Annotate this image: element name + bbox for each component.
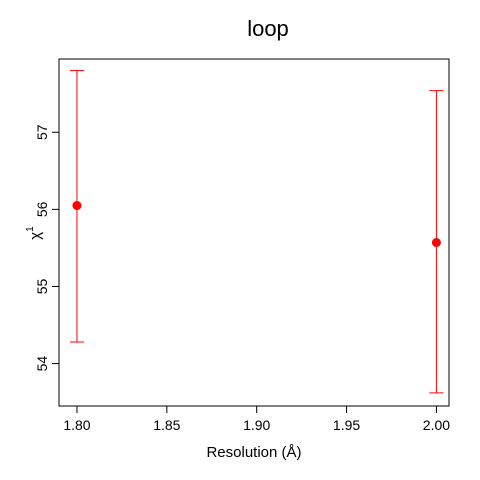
data-marks bbox=[69, 70, 444, 394]
plot-frame bbox=[58, 58, 450, 407]
y-axis-label-superscript: 1 bbox=[25, 226, 36, 232]
data-point bbox=[72, 201, 82, 211]
x-tick-label: 1.85 bbox=[153, 417, 180, 433]
data-point bbox=[431, 238, 441, 248]
y-tick-label: 56 bbox=[34, 201, 50, 217]
y-tick-label: 55 bbox=[34, 278, 50, 294]
chart-title: loop bbox=[247, 16, 289, 41]
y-axis: 54 55 56 57 bbox=[34, 124, 60, 372]
x-tick-label: 1.80 bbox=[63, 417, 90, 433]
x-tick-label: 1.95 bbox=[333, 417, 360, 433]
y-tick-label: 57 bbox=[34, 124, 50, 140]
y-axis-label-base: χ bbox=[27, 232, 44, 240]
x-tick-label: 1.90 bbox=[243, 417, 270, 433]
y-tick-label: 54 bbox=[34, 356, 50, 372]
x-axis: 1.80 1.85 1.90 1.95 2.00 bbox=[63, 405, 450, 433]
x-axis-label: Resolution (Å) bbox=[206, 444, 301, 461]
y-axis-label: χ1 bbox=[25, 226, 44, 240]
x-tick-label: 2.00 bbox=[423, 417, 450, 433]
